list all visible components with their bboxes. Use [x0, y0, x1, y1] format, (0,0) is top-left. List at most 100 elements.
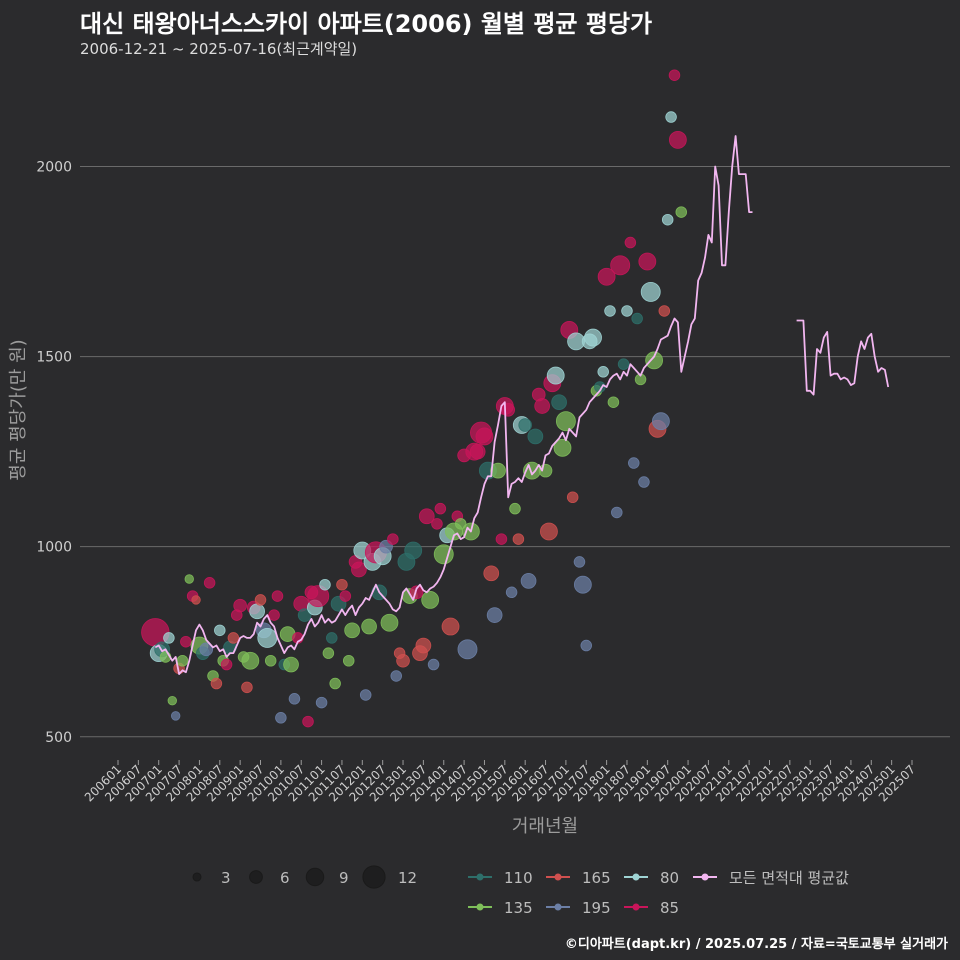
data-point: [214, 624, 226, 637]
chart-title: 대신 태왕아너스스카이 아파트(2006) 월별 평균 평당가: [80, 10, 653, 38]
data-point: [271, 590, 284, 602]
data-point: [505, 586, 518, 599]
data-point: [210, 677, 223, 690]
data-point: [597, 267, 616, 286]
size-legend-label: 9: [339, 869, 349, 887]
data-point: [344, 622, 360, 639]
data-point: [645, 351, 664, 370]
color-legend-dot: [701, 873, 709, 881]
y-tick-label: 1500: [36, 350, 72, 366]
data-point: [652, 412, 670, 431]
data-point: [611, 506, 623, 519]
data-point: [233, 598, 247, 613]
data-point: [315, 696, 328, 709]
data-point: [486, 607, 503, 623]
color-legend-dot: [554, 873, 562, 881]
data-point: [342, 654, 355, 667]
data-point: [339, 590, 352, 602]
data-point: [227, 632, 240, 644]
data-point: [434, 502, 447, 515]
data-point: [361, 618, 377, 635]
data-point: [469, 443, 486, 460]
size-legend-label: 12: [398, 869, 417, 887]
data-point: [380, 613, 399, 632]
data-point: [668, 130, 687, 149]
data-point: [396, 653, 410, 668]
data-point: [534, 398, 550, 414]
data-point: [307, 585, 330, 608]
data-point: [336, 578, 348, 591]
data-point: [584, 328, 602, 347]
data-point: [668, 69, 681, 81]
data-point: [275, 712, 287, 724]
data-point: [433, 544, 454, 565]
size-legend-label: 3: [221, 869, 231, 887]
size-legend-label: 6: [280, 869, 290, 887]
data-point: [546, 366, 565, 385]
data-point: [553, 438, 572, 457]
data-point: [404, 541, 423, 560]
data-point: [297, 608, 312, 622]
data-point: [527, 428, 544, 445]
data-point: [441, 617, 460, 636]
data-point: [640, 281, 661, 302]
data-point: [257, 627, 278, 648]
color-legend-label: 80: [660, 869, 679, 887]
y-tick-label: 500: [45, 730, 72, 746]
data-point: [628, 457, 640, 469]
color-legend-label: 110: [504, 869, 533, 887]
data-point: [483, 565, 500, 582]
color-legend-dot: [632, 873, 640, 881]
data-point: [509, 502, 521, 515]
data-point: [580, 639, 593, 652]
data-point: [538, 463, 553, 478]
data-point: [319, 578, 331, 591]
data-point: [415, 637, 432, 654]
data-point: [167, 695, 177, 706]
data-point: [597, 366, 609, 378]
data-point: [264, 654, 277, 667]
data-point: [191, 595, 201, 605]
data-point: [268, 609, 280, 621]
source-credit: ©디아파트(dapt.kr) / 2025.07.25 / 자료=국토교통부 실…: [564, 937, 948, 952]
data-point: [520, 573, 537, 589]
data-point: [249, 603, 265, 620]
legend-layer: 3 6 9 12 110 135 165 195 80 85 모든 면적대 평균값: [192, 865, 849, 917]
data-point: [604, 305, 616, 317]
y-tick-label: 2000: [36, 159, 72, 175]
data-point: [254, 594, 267, 606]
color-legend-dot: [476, 903, 484, 911]
data-point: [421, 591, 440, 609]
data-point: [390, 670, 402, 682]
average-line-layer: [154, 135, 890, 675]
size-legend-swatch: [305, 867, 325, 887]
data-point: [409, 585, 424, 600]
data-point: [351, 561, 367, 578]
data-point: [675, 206, 688, 218]
color-legend-dot: [632, 903, 640, 911]
data-point: [163, 632, 175, 644]
data-point: [566, 491, 579, 504]
data-point: [220, 658, 233, 671]
data-point: [199, 642, 214, 657]
color-legend-label: 85: [660, 899, 679, 917]
axis-layer: 5001000150020002006012006072007012007072…: [8, 159, 918, 837]
color-legend-label: 195: [582, 899, 611, 917]
data-point: [387, 533, 399, 545]
data-point: [326, 632, 338, 644]
x-axis-title: 거래년월: [512, 816, 578, 837]
data-point: [241, 681, 253, 694]
data-point: [288, 693, 301, 705]
average-line: [796, 319, 890, 396]
point-layer: [141, 69, 688, 728]
color-legend-dot: [476, 873, 484, 881]
data-point: [617, 358, 630, 370]
data-point: [359, 689, 372, 701]
average-line: [154, 135, 753, 675]
data-point: [302, 715, 314, 728]
size-legend-swatch: [192, 872, 202, 882]
data-point: [457, 639, 478, 660]
data-point: [610, 255, 631, 276]
color-legend-label: 165: [582, 869, 611, 887]
